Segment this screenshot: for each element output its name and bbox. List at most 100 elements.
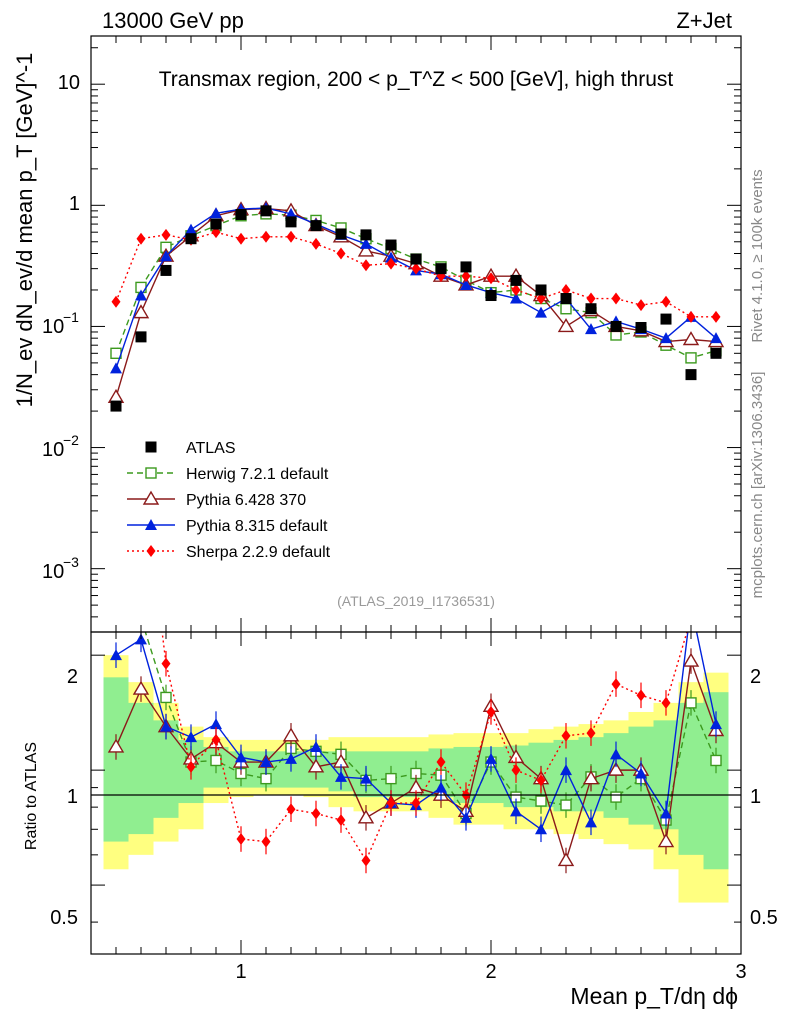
ratio-point-pythia8: [185, 731, 197, 743]
legend-label-herwig: Herwig 7.2.1 default: [186, 466, 329, 483]
data-point-sherpa: [161, 228, 171, 241]
ratio-point-herwig: [610, 791, 622, 803]
ratio-point-sherpa: [636, 689, 646, 702]
legend-label-pythia8: Pythia 8.315 default: [186, 518, 328, 535]
svg-text:10: 10: [42, 561, 64, 583]
ratio-point-sherpa: [186, 760, 196, 773]
data-point-atlas: [560, 293, 572, 305]
ratio-point-pythia8: [610, 748, 622, 760]
data-point-atlas: [585, 303, 597, 315]
data-point-sherpa: [361, 259, 371, 272]
ratio-point-sherpa: [311, 807, 321, 820]
ratio-point-herwig: [560, 799, 572, 811]
data-point-atlas: [110, 400, 122, 412]
data-point-atlas: [260, 205, 272, 217]
ratio-point-pythia8: [360, 772, 372, 784]
ratio-point-sherpa: [687, 612, 696, 624]
data-point-atlas: [335, 228, 347, 240]
analysis-id-label: (ATLAS_2019_I1736531): [337, 593, 495, 609]
ratio-point-sherpa: [586, 727, 596, 740]
header-left-label: 13000 GeV pp: [102, 8, 244, 33]
ratio-point-pythia6: [607, 761, 625, 776]
ratio-point-pythia8: [660, 807, 672, 819]
ratio-point-herwig: [136, 613, 146, 623]
ratio-point-herwig: [111, 600, 121, 610]
ratio-point-pythia8: [535, 823, 547, 835]
data-point-herwig: [685, 352, 697, 364]
ratio-point-pythia8: [160, 720, 172, 732]
data-point-sherpa: [511, 283, 521, 296]
data-point-sherpa: [336, 247, 346, 260]
series-line-pythia8: [115, 207, 717, 369]
ratio-point-sherpa: [112, 441, 121, 453]
data-point-atlas: [710, 347, 722, 359]
ratio-point-pythia8: [285, 752, 297, 764]
legend-marker-atlas: [145, 441, 157, 453]
legend-item-pythia6: Pythia 6.428 370: [127, 490, 306, 509]
data-point-sherpa: [611, 292, 621, 305]
data-point-atlas: [635, 321, 647, 333]
data-point-pythia8: [710, 332, 722, 344]
data-point-atlas: [535, 284, 547, 296]
x-tick-label-3: 3: [735, 961, 746, 983]
ratio-point-pythia6: [282, 727, 300, 742]
ratio-point-pythia6: [357, 809, 375, 824]
svg-text:−1: −1: [63, 309, 79, 325]
y-axis-title: 1/N_ev dN_ev/d mean p_T [GeV]^-1: [12, 53, 37, 408]
series-line-pythia6: [115, 207, 717, 398]
ratio-point-pythia6: [657, 833, 675, 848]
data-point-pythia8: [135, 289, 147, 301]
ratio-point-herwig: [385, 772, 397, 785]
data-point-sherpa: [261, 230, 271, 243]
ratio-point-herwig: [160, 691, 172, 704]
ratio-tick-label-2: 2: [67, 666, 78, 688]
band-inner-bin: [128, 702, 154, 835]
ratio-point-pythia8: [435, 781, 447, 793]
data-point-sherpa: [536, 292, 546, 305]
legend-item-herwig: Herwig 7.2.1 default: [127, 466, 329, 483]
data-point-pythia8: [660, 332, 672, 344]
ratio-point-pythia8: [235, 751, 247, 763]
data-point-atlas: [485, 290, 497, 302]
data-point-atlas: [435, 263, 447, 275]
data-point-pythia8: [385, 251, 397, 263]
data-point-sherpa: [661, 295, 671, 308]
legend: ATLAS Herwig 7.2.1 default Pythia 6.428 …: [127, 440, 331, 561]
legend-label-pythia6: Pythia 6.428 370: [186, 492, 306, 509]
ratio-point-sherpa: [161, 657, 171, 670]
ratio-point-sherpa: [536, 774, 546, 787]
band-inner-bin: [678, 702, 704, 855]
svg-text:10: 10: [42, 439, 64, 461]
data-point-atlas: [285, 216, 297, 228]
legend-marker-pythia6: [142, 490, 160, 505]
ratio-point-pythia6: [132, 680, 150, 695]
ratio-point-sherpa: [511, 764, 521, 777]
data-point-atlas: [385, 239, 397, 251]
ratio-uncertainty-bands: [103, 655, 729, 903]
data-point-pythia6: [132, 304, 150, 319]
legend-label-atlas: ATLAS: [186, 440, 236, 457]
axis-ticks: [90, 36, 742, 954]
data-point-atlas: [135, 331, 147, 343]
x-axis-title: Mean p_T/dη dϕ: [570, 983, 738, 1009]
data-point-atlas: [160, 264, 172, 276]
ratio-point-pythia6: [682, 652, 700, 667]
data-point-atlas: [685, 369, 697, 381]
ratio-point-pythia6: [582, 770, 600, 785]
ratio-point-pythia8: [510, 805, 522, 817]
data-point-sherpa: [386, 257, 396, 270]
data-point-pythia8: [460, 278, 472, 290]
ratio-point-sherpa: [611, 678, 621, 691]
ratio-point-pythia8: [460, 811, 472, 823]
ratio-tick-label-2-right: 2: [750, 666, 761, 688]
data-point-sherpa: [311, 237, 321, 250]
svg-text:−3: −3: [63, 554, 79, 570]
ratio-point-sherpa: [137, 454, 146, 466]
ratio-point-pythia6: [107, 738, 125, 753]
ratio-point-pythia8: [485, 752, 497, 764]
data-point-sherpa: [411, 262, 421, 275]
ratio-point-sherpa: [436, 756, 446, 769]
data-point-sherpa: [136, 232, 146, 245]
legend-marker-pythia8: [145, 519, 157, 530]
y-tick-label-1e-3: 10 −3: [42, 554, 79, 583]
